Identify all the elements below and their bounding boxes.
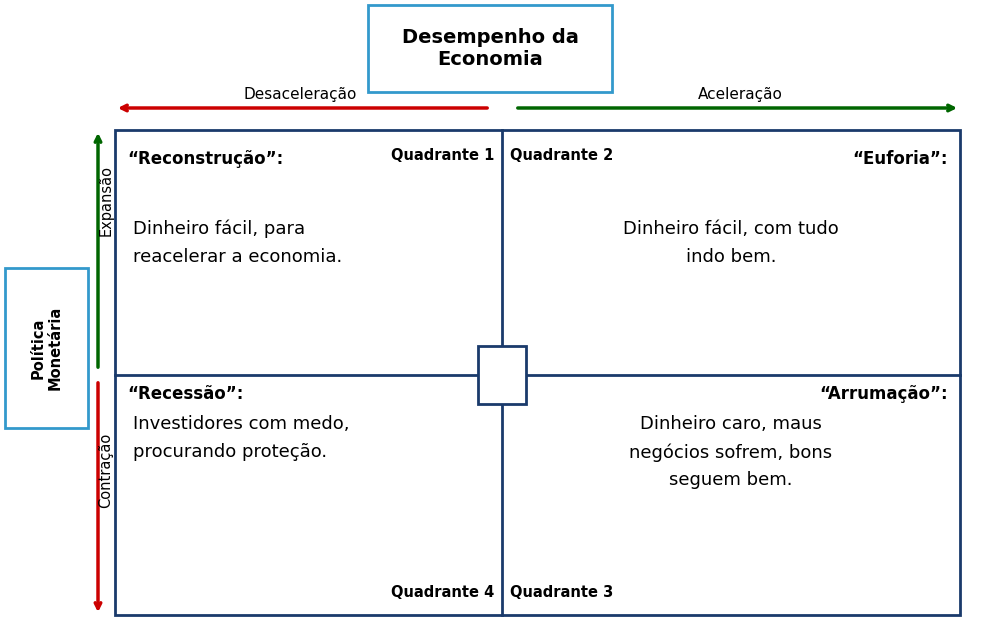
- Bar: [5, 268, 88, 428]
- Text: Desempenho da
Economia: Desempenho da Economia: [402, 28, 578, 69]
- Text: Contração: Contração: [98, 433, 113, 507]
- Text: Quadrante 4: Quadrante 4: [391, 585, 494, 600]
- Text: Expansão: Expansão: [98, 164, 113, 236]
- Text: “Reconstrução”:: “Reconstrução”:: [127, 150, 283, 168]
- Text: Investidores com medo,
procurando proteção.: Investidores com medo, procurando proteç…: [133, 415, 350, 461]
- Bar: [478, 346, 526, 404]
- Text: Dinheiro fácil, para
reacelerar a economia.: Dinheiro fácil, para reacelerar a econom…: [133, 220, 342, 266]
- Bar: [368, 5, 612, 92]
- Text: “Recessão”:: “Recessão”:: [127, 385, 244, 403]
- Text: “Arrumação”:: “Arrumação”:: [820, 385, 948, 403]
- Text: “Euforia”:: “Euforia”:: [852, 150, 948, 168]
- Text: Quadrante 3: Quadrante 3: [510, 585, 613, 600]
- Text: Dinheiro fácil, com tudo
indo bem.: Dinheiro fácil, com tudo indo bem.: [623, 220, 838, 266]
- Text: Quadrante 1: Quadrante 1: [390, 148, 494, 163]
- Text: Desaceleração: Desaceleração: [244, 86, 357, 102]
- Text: Aceleração: Aceleração: [698, 86, 782, 102]
- Text: Política
Monetária: Política Monetária: [30, 306, 63, 390]
- Text: Dinheiro caro, maus
negócios sofrem, bons
seguem bem.: Dinheiro caro, maus negócios sofrem, bon…: [629, 415, 833, 489]
- Text: Quadrante 2: Quadrante 2: [510, 148, 613, 163]
- Bar: [115, 130, 960, 615]
